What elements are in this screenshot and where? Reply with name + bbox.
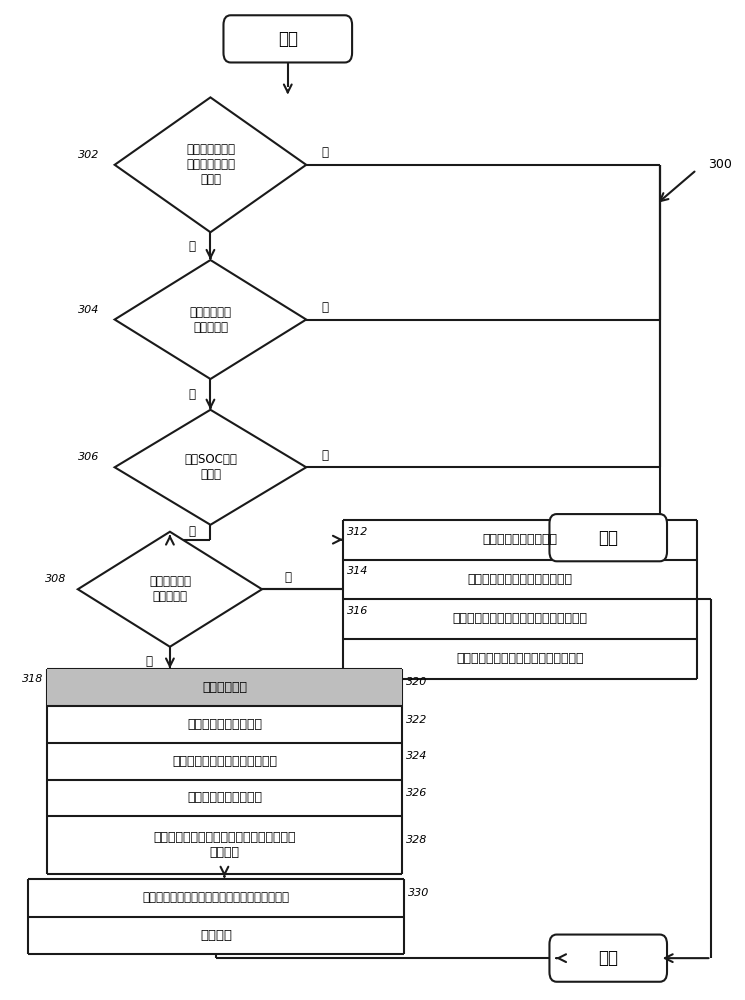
Text: 存储起动转动转速和相关联的机油粘度: 存储起动转动转速和相关联的机油粘度	[456, 652, 583, 665]
FancyBboxPatch shape	[224, 15, 352, 62]
Text: 确定当前起动转动转速: 确定当前起动转动转速	[187, 791, 262, 804]
Text: 利用起动机马达起动转动发动机: 利用起动机马达起动转动发动机	[172, 755, 277, 768]
Text: 302: 302	[77, 150, 99, 160]
Text: 318: 318	[22, 674, 43, 684]
Text: 否: 否	[321, 146, 328, 159]
FancyBboxPatch shape	[550, 935, 667, 982]
Text: 300: 300	[708, 158, 732, 171]
Text: 312: 312	[346, 527, 368, 537]
Text: 306: 306	[77, 452, 99, 462]
Text: 330: 330	[408, 888, 429, 898]
Text: 308: 308	[45, 574, 66, 584]
Text: 发动机停用达至
少一段阈值持续
时间？: 发动机停用达至 少一段阈值持续 时间？	[186, 143, 235, 186]
Text: 314: 314	[346, 566, 368, 576]
Text: 结束: 结束	[598, 949, 618, 967]
Text: 环境温度在温
度范围内？: 环境温度在温 度范围内？	[189, 306, 232, 334]
Text: 否: 否	[321, 449, 328, 462]
Bar	[47, 669, 402, 706]
FancyBboxPatch shape	[550, 514, 667, 561]
Text: 316: 316	[346, 606, 368, 616]
Text: 利用起动机马达起动转动发动机: 利用起动机马达起动转动发动机	[467, 573, 572, 586]
Text: 开始: 开始	[278, 30, 298, 48]
Text: 320: 320	[405, 677, 427, 687]
Text: 324: 324	[405, 751, 427, 761]
Text: 使起动转动转速与供应的机油粘度相关联: 使起动转动转速与供应的机油粘度相关联	[452, 612, 587, 626]
Text: 电池SOC超过
阈值？: 电池SOC超过 阈值？	[184, 453, 237, 481]
Text: 推测机油粘度: 推测机油粘度	[202, 681, 247, 694]
Polygon shape	[115, 97, 306, 232]
Text: 否: 否	[146, 655, 153, 668]
Text: 322: 322	[405, 715, 427, 725]
Text: 结束: 结束	[598, 529, 618, 547]
Text: 新机油粘度已
经被供应？: 新机油粘度已 经被供应？	[149, 575, 191, 603]
Text: 328: 328	[405, 835, 427, 845]
Text: 是: 是	[188, 240, 195, 253]
Text: 是: 是	[285, 571, 291, 584]
Polygon shape	[77, 532, 262, 647]
Text: 否: 否	[321, 301, 328, 314]
Text: 确定当前起动转动转速与参考起动转动转速
之间的差: 确定当前起动转动转速与参考起动转动转速 之间的差	[153, 831, 296, 859]
Polygon shape	[115, 410, 306, 525]
Text: 是: 是	[188, 525, 195, 538]
Polygon shape	[115, 260, 306, 379]
Text: 是: 是	[188, 388, 195, 401]
Text: 基于推测的机油粘度修正一个或更多个运转参数: 基于推测的机油粘度修正一个或更多个运转参数	[143, 891, 290, 904]
Text: 326: 326	[405, 788, 427, 798]
Text: 节流位置: 节流位置	[200, 929, 232, 942]
Text: 获悉参考起动转动转速: 获悉参考起动转动转速	[482, 533, 557, 546]
Text: 304: 304	[77, 305, 99, 315]
Text: 检索参考起动转动转速: 检索参考起动转动转速	[187, 718, 262, 731]
